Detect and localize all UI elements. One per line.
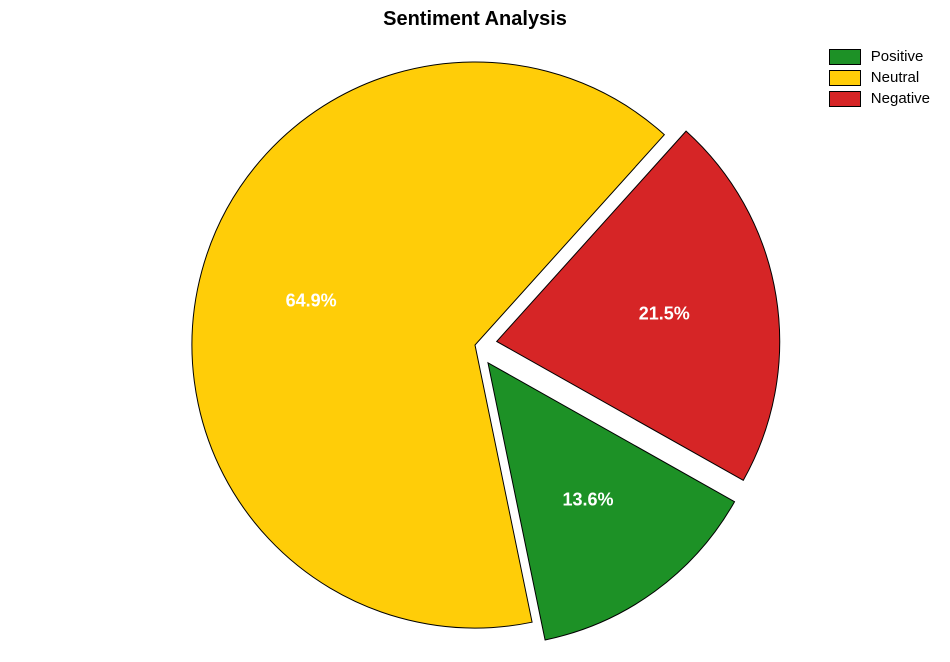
slice-label-negative: 21.5%: [639, 304, 690, 325]
legend-item-positive: Positive: [829, 48, 930, 65]
legend-item-neutral: Neutral: [829, 69, 930, 86]
legend-label-negative: Negative: [871, 90, 930, 107]
legend-label-neutral: Neutral: [871, 69, 919, 86]
pie-chart: [0, 0, 950, 662]
legend-swatch-positive: [829, 49, 861, 65]
slice-label-positive: 13.6%: [563, 489, 614, 510]
legend: Positive Neutral Negative: [829, 48, 930, 107]
legend-label-positive: Positive: [871, 48, 924, 65]
legend-swatch-neutral: [829, 70, 861, 86]
legend-swatch-negative: [829, 91, 861, 107]
slice-label-neutral: 64.9%: [286, 290, 337, 311]
legend-item-negative: Negative: [829, 90, 930, 107]
